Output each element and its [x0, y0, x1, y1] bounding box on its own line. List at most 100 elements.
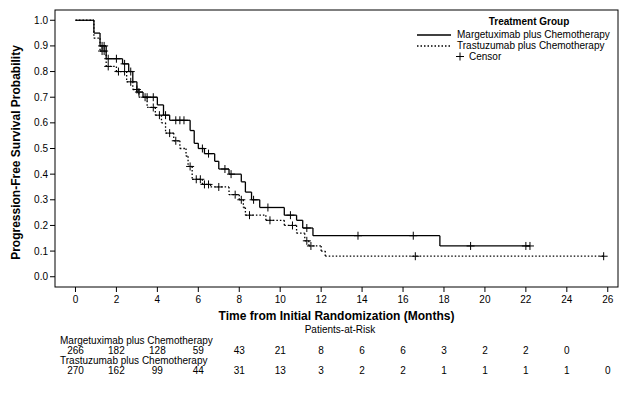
step-drop — [284, 220, 285, 225]
censor-mark — [141, 93, 149, 101]
chart: 0.00.10.20.30.40.50.60.70.80.91.00246810… — [0, 0, 621, 394]
x-tick — [607, 287, 608, 292]
step-drop — [163, 105, 164, 115]
x-tick-label: 24 — [561, 294, 573, 305]
step-drop — [169, 115, 170, 120]
series — [75, 20, 533, 250]
step-segment — [157, 104, 163, 105]
risk-count: 1 — [441, 365, 447, 376]
y-tick — [50, 225, 55, 226]
step-drop — [214, 154, 215, 162]
risk-count: 1 — [523, 365, 529, 376]
step-drop — [142, 92, 143, 97]
risk-count: 2 — [400, 365, 406, 376]
risk-count: 8 — [318, 345, 324, 356]
censor-mark — [100, 47, 108, 55]
risk-count: 6 — [400, 345, 406, 356]
x-tick-label: 26 — [602, 294, 614, 305]
x-tick-label: 16 — [397, 294, 409, 305]
step-drop — [194, 131, 195, 144]
x-tick — [403, 287, 404, 292]
risk-count: 1 — [564, 365, 570, 376]
step-drop — [173, 133, 174, 141]
risk-count: 3 — [441, 345, 447, 356]
risk-count: 3 — [318, 365, 324, 376]
risk-count: 31 — [234, 365, 246, 376]
legend-title: Treatment Group — [489, 16, 570, 27]
y-tick — [50, 122, 55, 123]
x-tick-label: 14 — [357, 294, 369, 305]
censor-mark — [221, 165, 229, 173]
x-tick — [443, 287, 444, 292]
step-drop — [218, 161, 219, 169]
risk-count: 21 — [275, 345, 287, 356]
step-segment — [325, 256, 603, 257]
censor-mark — [133, 86, 141, 94]
step-drop — [259, 200, 260, 208]
risk-table: Patients-at-RiskMargetuximab plus Chemot… — [60, 324, 611, 376]
step-segment — [94, 38, 100, 39]
legend-label: Trastuzumab plus Chemotherapy — [457, 40, 604, 51]
x-tick-label: 4 — [155, 294, 161, 305]
risk-count: 0 — [605, 365, 611, 376]
step-segment — [297, 232, 305, 233]
series — [75, 20, 607, 260]
risk-count: 99 — [152, 365, 164, 376]
legend-label: Censor — [469, 51, 502, 62]
risk-count: 6 — [359, 345, 365, 356]
risk-table-title: Patients-at-Risk — [305, 324, 377, 335]
step-drop — [304, 233, 305, 241]
y-tick — [50, 71, 55, 72]
x-tick — [484, 287, 485, 292]
step-drop — [325, 251, 326, 256]
y-tick — [50, 20, 55, 21]
censor-mark — [266, 216, 274, 224]
step-drop — [146, 97, 147, 107]
x-tick — [75, 287, 76, 292]
step-drop — [202, 179, 203, 184]
censor-mark — [237, 196, 245, 204]
step-drop — [228, 169, 229, 174]
step-drop — [245, 182, 246, 192]
step-drop — [320, 246, 321, 251]
y-tick-label: 0.5 — [34, 143, 48, 154]
x-tick-label: 2 — [114, 294, 120, 305]
censor-mark — [172, 137, 180, 145]
step-drop — [132, 72, 133, 82]
censor-mark — [227, 170, 235, 178]
step-drop — [185, 149, 186, 157]
risk-count: 13 — [275, 365, 287, 376]
step-drop — [161, 115, 162, 123]
step-segment — [75, 20, 93, 21]
x-tick — [566, 287, 567, 292]
y-tick-label: 0.6 — [34, 117, 48, 128]
censor-mark — [250, 196, 258, 204]
censor-mark — [180, 116, 188, 124]
x-axis-label: Time from Initial Randomization (Months) — [219, 309, 455, 323]
censor-mark — [307, 242, 315, 250]
legend: Treatment GroupMargetuximab plus Chemoth… — [417, 16, 610, 62]
step-drop — [245, 207, 246, 215]
step-segment — [75, 20, 93, 21]
censor-mark — [288, 221, 296, 229]
step-segment — [245, 191, 251, 192]
y-tick-label: 0.2 — [34, 220, 48, 231]
censor-mark — [205, 180, 213, 188]
step-drop — [192, 166, 193, 179]
x-tick — [280, 287, 281, 292]
risk-count: 162 — [108, 365, 125, 376]
censor-mark — [205, 150, 213, 158]
step-drop — [198, 143, 199, 148]
step-drop — [296, 225, 297, 233]
censor-mark — [600, 252, 608, 260]
step-drop — [106, 51, 107, 66]
step-drop — [228, 187, 229, 195]
plot-frame — [55, 10, 618, 287]
step-segment — [180, 148, 186, 149]
censor-mark — [186, 162, 194, 170]
step-drop — [187, 156, 188, 166]
step-drop — [179, 141, 180, 149]
step-drop — [312, 228, 313, 236]
risk-count: 270 — [67, 365, 84, 376]
x-tick-label: 6 — [196, 294, 202, 305]
